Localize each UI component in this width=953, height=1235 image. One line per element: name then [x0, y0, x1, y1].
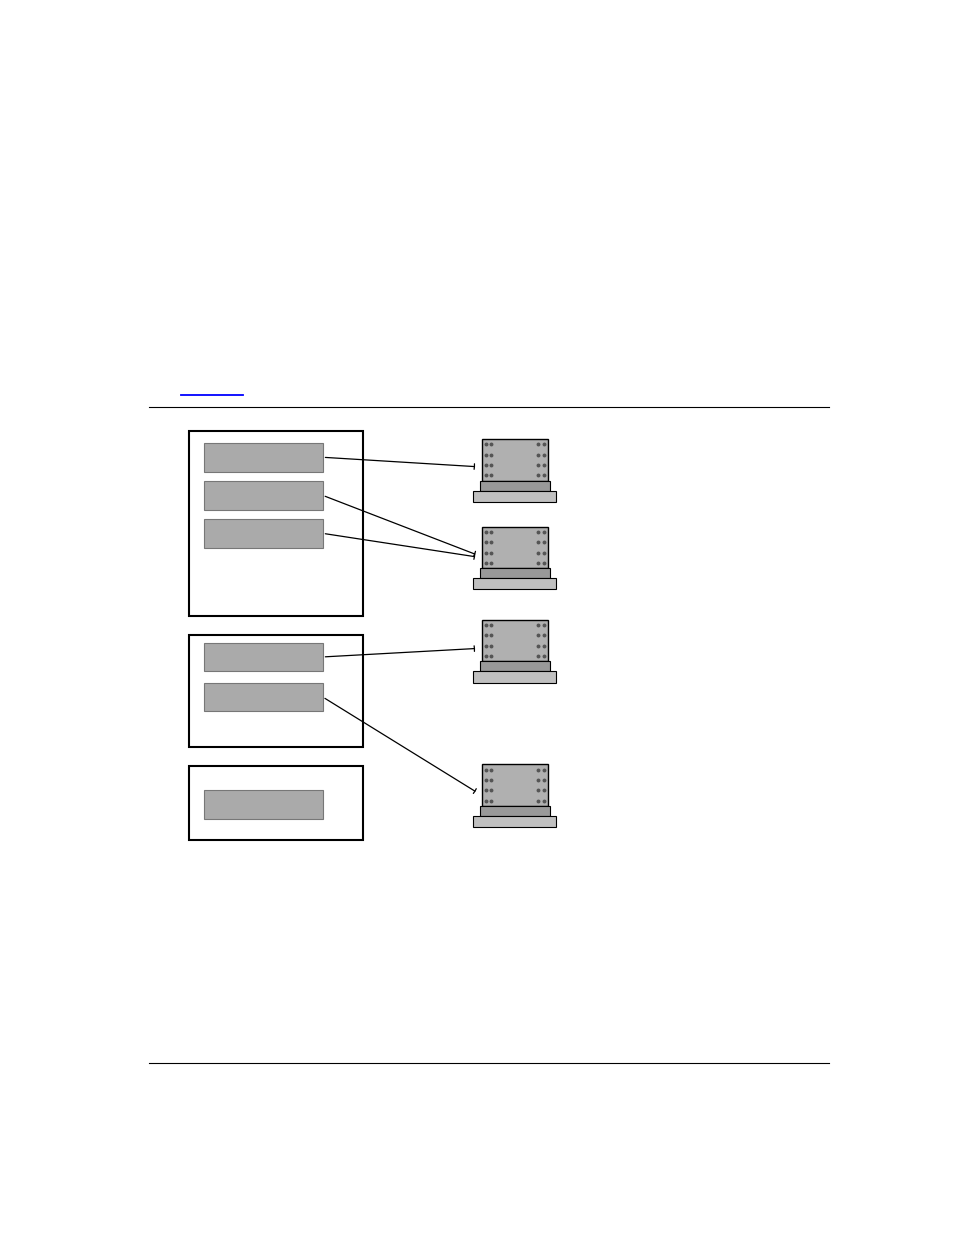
Bar [473, 672, 556, 683]
Bar [204, 683, 322, 711]
Bar [479, 568, 549, 578]
Bar [190, 766, 363, 841]
Bar [481, 440, 547, 480]
Bar [204, 519, 322, 547]
Bar [190, 431, 363, 616]
Bar [204, 790, 322, 819]
Bar [204, 443, 322, 472]
Bar [473, 490, 556, 501]
Bar [473, 816, 556, 827]
Bar [481, 620, 547, 661]
Bar [204, 642, 322, 672]
Bar [204, 482, 322, 510]
Bar [479, 661, 549, 672]
Bar [190, 635, 363, 747]
Bar [473, 578, 556, 589]
Bar [481, 764, 547, 805]
Bar [479, 805, 549, 816]
Bar [481, 526, 547, 568]
Bar [479, 480, 549, 490]
